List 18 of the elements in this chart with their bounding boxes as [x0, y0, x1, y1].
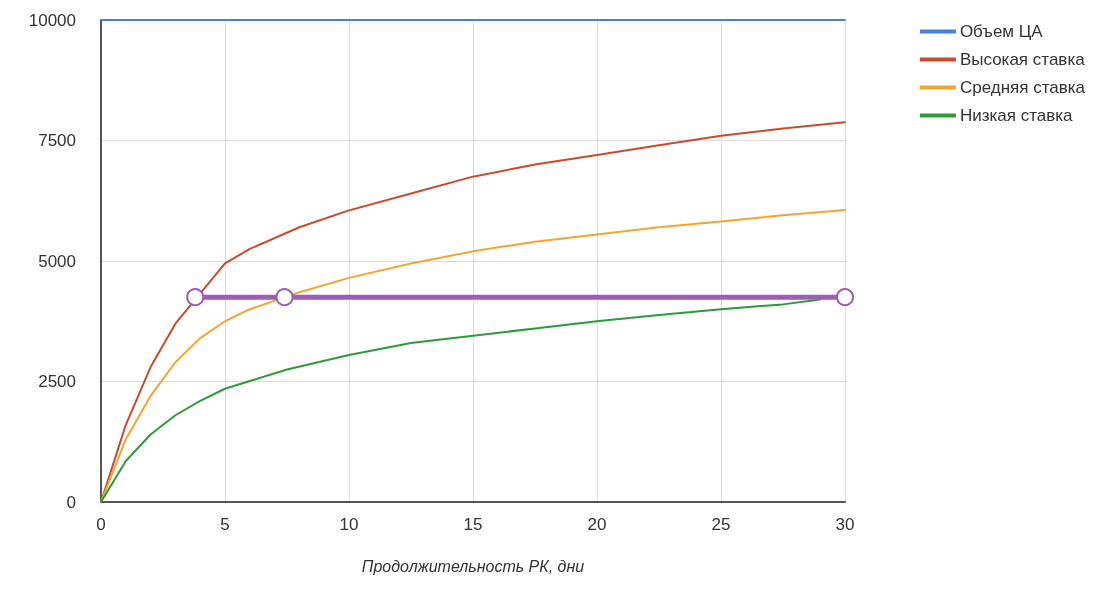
- line-series: [100, 298, 822, 503]
- y-tick-label: 2500: [38, 372, 76, 391]
- x-tick-label: 0: [96, 515, 106, 534]
- legend-label: Низкая ставка: [959, 106, 1074, 125]
- x-tick-label: 25: [711, 515, 731, 534]
- legend-label: Высокая ставка: [959, 50, 1086, 69]
- legend-label: Средняя ставка: [959, 78, 1086, 97]
- x-tick-label: 5: [220, 515, 230, 534]
- x-tick-label: 15: [463, 515, 483, 534]
- x-tick-label: 10: [339, 515, 359, 534]
- y-tick-label: 10000: [28, 10, 76, 30]
- x-tick-label: 30: [835, 515, 855, 534]
- y-tick-label: 7500: [38, 131, 76, 150]
- x-tick-label: 20: [587, 515, 607, 534]
- y-tick-label: 5000: [38, 251, 76, 271]
- x-axis-title: Продолжительность РК, дни: [361, 557, 585, 575]
- legend-label: Объем ЦА: [959, 22, 1044, 41]
- y-tick-label: 0: [66, 492, 76, 512]
